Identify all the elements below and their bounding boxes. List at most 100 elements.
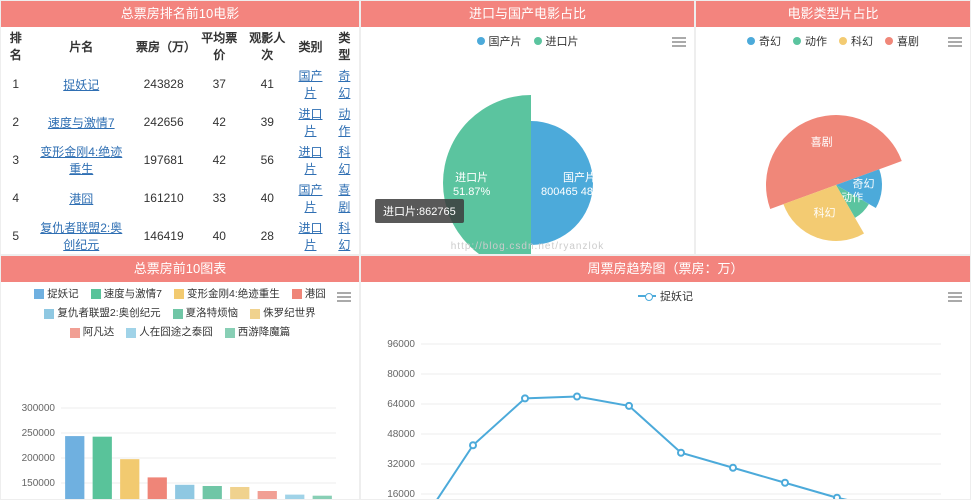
table-cell: 28	[243, 217, 291, 255]
col-header: 片名	[31, 27, 132, 65]
table-cell: 科幻	[330, 217, 359, 255]
legend-item[interactable]: 港囧	[292, 286, 326, 303]
pie1-label-domestic: 国产片800465 48.13%	[541, 171, 618, 200]
table-row: 4 港囧 1612103340 国产片喜剧	[1, 179, 359, 217]
table-link[interactable]: 奇幻	[338, 69, 350, 100]
line-chart[interactable]: 0160003200048000640008000096000012345678…	[361, 310, 971, 500]
legend-item[interactable]: 夏洛特烦恼	[173, 305, 239, 322]
table-link[interactable]: 进口片	[298, 221, 322, 252]
pie2-chart[interactable]: 喜剧奇幻动作科幻	[696, 55, 970, 255]
table-cell: 39	[243, 103, 291, 141]
table-link[interactable]: 国产片	[298, 183, 322, 214]
table-cell: 161210	[132, 179, 195, 217]
table-cell: 进口片	[291, 217, 329, 255]
panel-title: 电影类型片占比	[696, 1, 970, 27]
svg-text:80000: 80000	[387, 369, 415, 380]
table-cell: 37	[195, 65, 243, 103]
svg-text:150000: 150000	[22, 478, 56, 489]
pie1-label-import: 进口片51.87%	[453, 171, 490, 200]
col-header: 观影人次	[243, 27, 291, 65]
line-legend: 捉妖记	[361, 282, 970, 310]
table-link[interactable]: 进口片	[298, 145, 322, 176]
table-row: 2速度与激情72426564239进口片动作	[1, 103, 359, 141]
svg-text:奇幻: 奇幻	[852, 177, 874, 190]
table-cell: 33	[195, 179, 243, 217]
pie1-legend: 国产片进口片	[361, 27, 694, 55]
table-link[interactable]: 国产片	[298, 69, 322, 100]
table-link[interactable]: 科幻	[338, 145, 350, 176]
legend-item[interactable]: 变形金刚4:绝迹重生	[174, 286, 280, 303]
table-cell: 奇幻	[330, 65, 359, 103]
table-cell: 146419	[132, 217, 195, 255]
table-cell: 5	[1, 217, 31, 255]
menu-icon[interactable]	[337, 290, 351, 304]
watermark: http://blog.csdn.net/ryanzlok	[451, 241, 605, 252]
table-cell: 喜剧	[330, 179, 359, 217]
table-cell: 40	[243, 179, 291, 217]
legend-item[interactable]: 西游降魔篇	[225, 324, 291, 341]
panel-title: 总票房排名前10电影	[1, 1, 359, 27]
legend-item[interactable]: 喜剧	[885, 33, 919, 49]
col-header: 平均票价	[195, 27, 243, 65]
table-row: 1捉妖记2438283741国产片奇幻	[1, 65, 359, 103]
table-link[interactable]: 变形金刚4:绝迹重生	[40, 145, 122, 176]
col-header: 类别	[291, 27, 329, 65]
table-cell: 42	[195, 141, 243, 179]
table-cell: 复仇者联盟2:奥创纪元	[31, 217, 132, 255]
table-cell: 港囧	[31, 179, 132, 217]
table-link[interactable]: 进口片	[298, 107, 322, 138]
table-cell: 速度与激情7	[31, 103, 132, 141]
table-cell: 42	[195, 103, 243, 141]
table-cell: 国产片	[291, 179, 329, 217]
table-cell: 进口片	[291, 141, 329, 179]
legend-item[interactable]: 阿凡达	[70, 324, 115, 341]
table-link[interactable]: 动作	[338, 107, 350, 138]
legend-item[interactable]: 复仇者联盟2:奥创纪元	[44, 305, 160, 322]
table-cell: 243828	[132, 65, 195, 103]
legend-item[interactable]: 动作	[793, 33, 827, 49]
col-header: 票房（万）	[132, 27, 195, 65]
table-link[interactable]: 港囧	[69, 192, 93, 206]
table-cell: 56	[243, 141, 291, 179]
table-cell: 242656	[132, 103, 195, 141]
legend-item[interactable]: 进口片	[534, 33, 579, 49]
table-row: 3变形金刚4:绝迹重生1976814256进口片科幻	[1, 141, 359, 179]
table-cell: 进口片	[291, 103, 329, 141]
legend-item[interactable]: 国产片	[477, 33, 522, 49]
svg-text:200000: 200000	[22, 453, 56, 464]
panel-bar-top10: 总票房前10图表 捉妖记速度与激情7变形金刚4:绝迹重生港囧复仇者联盟2:奥创纪…	[0, 255, 360, 500]
bar-chart[interactable]: 0500001000001500002000002500003000000	[1, 348, 360, 500]
legend-item[interactable]: 人在囧途之泰囧	[126, 324, 213, 341]
svg-text:48000: 48000	[387, 429, 415, 440]
menu-icon[interactable]	[672, 35, 686, 49]
menu-icon[interactable]	[948, 290, 962, 304]
panel-pie-genre: 电影类型片占比 奇幻动作科幻喜剧 喜剧奇幻动作科幻	[695, 0, 971, 255]
table-cell: 捉妖记	[31, 65, 132, 103]
table-link[interactable]: 速度与激情7	[48, 116, 115, 130]
table-cell: 国产片	[291, 65, 329, 103]
table-link[interactable]: 捉妖记	[63, 78, 99, 92]
panel-title: 进口与国产电影占比	[361, 1, 694, 27]
svg-text:喜剧: 喜剧	[811, 136, 833, 149]
table-cell: 4	[1, 179, 31, 217]
legend-item[interactable]: 科幻	[839, 33, 873, 49]
menu-icon[interactable]	[948, 35, 962, 49]
legend-item[interactable]: 侏罗纪世界	[250, 305, 316, 322]
panel-title: 周票房趋势图（票房：万）	[361, 256, 970, 282]
table-link[interactable]: 喜剧	[338, 183, 350, 214]
svg-text:科幻: 科幻	[814, 206, 836, 220]
legend-item[interactable]: 捉妖记	[34, 286, 79, 303]
table-cell: 动作	[330, 103, 359, 141]
svg-text:250000: 250000	[22, 428, 56, 439]
panel-top10-table: 总票房排名前10电影 排名片名票房（万）平均票价观影人次类别类型 1捉妖记243…	[0, 0, 360, 255]
legend-item[interactable]: 速度与激情7	[91, 286, 162, 303]
table-link[interactable]: 复仇者联盟2:奥创纪元	[40, 221, 122, 252]
pie1-chart[interactable]: 国产片800465 48.13% 进口片51.87% 进口片:862765	[361, 55, 694, 255]
bar-legend: 捉妖记速度与激情7 变形金刚4:绝迹重生港囧复仇者联盟2:奥创纪元夏洛特烦恼侏罗纪…	[1, 282, 359, 348]
svg-text:64000: 64000	[387, 399, 415, 410]
table-cell: 1	[1, 65, 31, 103]
legend-item[interactable]: 奇幻	[747, 33, 781, 49]
table-cell: 科幻	[330, 141, 359, 179]
svg-text:96000: 96000	[387, 339, 415, 350]
table-link[interactable]: 科幻	[338, 221, 350, 252]
